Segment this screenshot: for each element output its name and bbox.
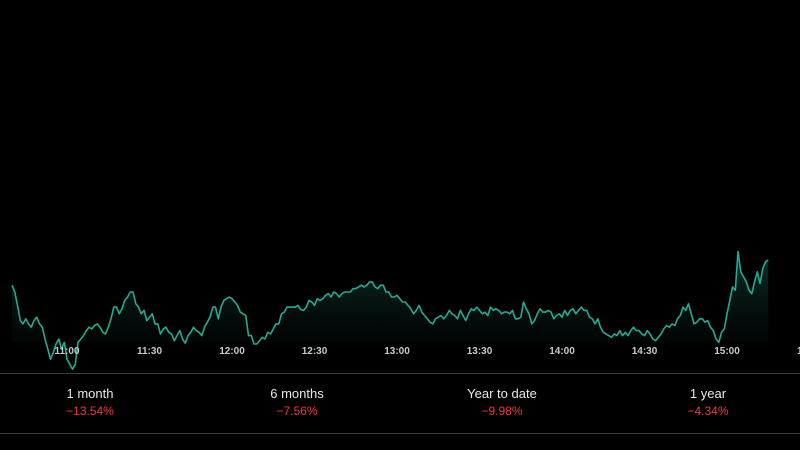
x-tick-label: 13:00 [384,346,410,357]
x-tick-label: 14:00 [549,346,575,357]
x-tick-label: 12:00 [219,346,245,357]
performance-bottom-divider [0,433,800,434]
price-area-fill [12,251,769,370]
x-tick-label: 1 [797,346,800,357]
x-tick-label: 15:00 [714,346,740,357]
performance-label: 1 year [689,386,727,401]
x-tick-label: 12:30 [302,346,328,357]
performance-value: −13.54% [66,404,114,418]
x-tick-label: 11:00 [54,346,79,357]
price-line [11,250,769,370]
performance-item-1-month[interactable]: 1 month −13.54% [0,386,180,419]
performance-label: 1 month [66,386,114,401]
x-axis: 11:00 11:30 12:00 12:30 13:00 13:30 14:00 14:30… [54,346,800,357]
performance-item-1-year[interactable]: 1 year −4.34% [618,386,798,419]
x-tick-label: 13:30 [467,346,493,357]
performance-item-6-months[interactable]: 6 months −7.56% [207,386,387,419]
performance-value: −7.56% [276,404,318,418]
performance-label: 6 months [270,386,324,401]
performance-top-divider [0,373,800,374]
price-chart-area[interactable]: 11:00 11:30 12:00 12:30 13:00 13:30 14:00 14:30… [0,0,800,372]
performance-row: 1 month −13.54% 6 months −7.56% Year to … [0,374,800,433]
performance-item-year-to-date[interactable]: Year to date −9.98% [412,386,592,419]
x-tick-label: 14:30 [632,346,658,357]
x-tick-label: 11:30 [137,346,162,357]
price-chart[interactable]: 11:00 11:30 12:00 12:30 13:00 13:30 14:00 14:30… [0,0,800,372]
performance-value: −4.34% [687,404,729,418]
performance-value: −9.98% [481,404,523,418]
performance-label: Year to date [467,386,537,401]
